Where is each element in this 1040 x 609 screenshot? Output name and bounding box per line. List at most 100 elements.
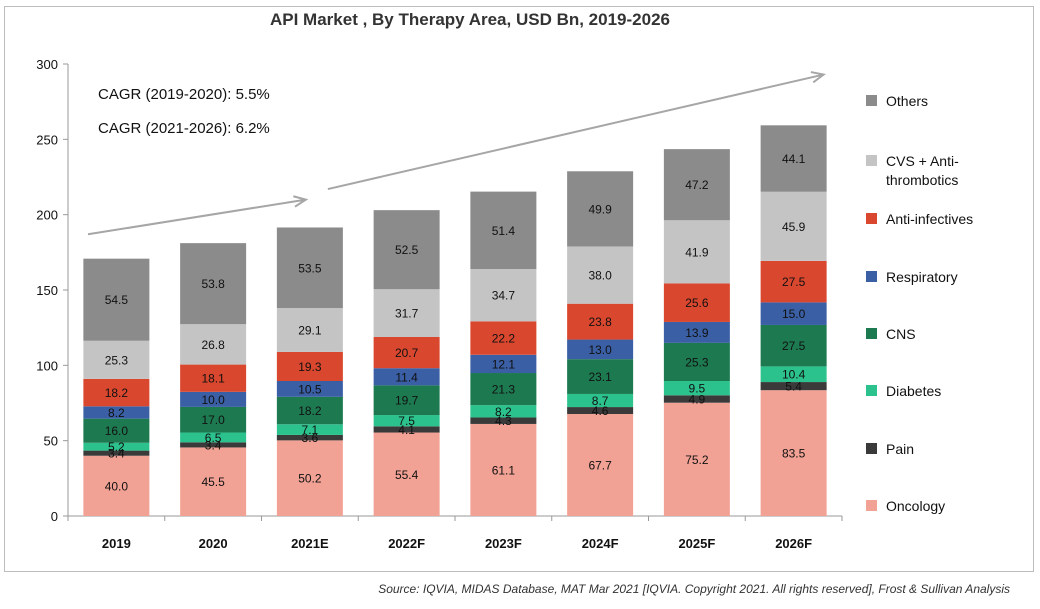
bar-segment xyxy=(373,415,440,427)
data-label: 18.2 xyxy=(298,404,322,418)
bar-segment xyxy=(373,385,440,416)
data-label: 52.5 xyxy=(395,243,419,257)
data-label: 19.7 xyxy=(395,394,419,408)
data-label: 13.0 xyxy=(588,343,612,357)
bar-segment xyxy=(567,339,634,360)
data-label: 9.5 xyxy=(689,382,706,396)
legend-item: Diabetes xyxy=(866,382,941,401)
bar-segment xyxy=(663,283,730,322)
legend-swatch xyxy=(866,155,877,166)
data-label: 40.0 xyxy=(105,479,129,493)
bar-segment xyxy=(663,395,730,403)
bar-segment xyxy=(180,432,247,443)
bar-segment xyxy=(567,303,634,340)
data-label: 19.3 xyxy=(298,360,322,374)
x-tick-label: 2021E xyxy=(291,536,329,551)
bar-segment xyxy=(276,424,343,435)
data-label: 47.2 xyxy=(685,178,709,192)
bar-segment xyxy=(470,321,537,355)
data-label: 55.4 xyxy=(395,468,419,482)
x-tick-label: 2019 xyxy=(102,536,131,551)
legend-item: Others xyxy=(866,92,928,111)
legend-swatch xyxy=(866,95,877,106)
bar-segment xyxy=(663,321,730,343)
bar-segment xyxy=(83,442,150,451)
bar-segment xyxy=(180,243,247,325)
cagr-annotation-2019-2020: CAGR (2019-2020): 5.5% xyxy=(98,86,270,103)
trend-arrow-2021-2026 xyxy=(327,73,824,191)
data-label: 8.2 xyxy=(108,406,125,420)
bar-segment xyxy=(663,342,730,382)
data-label: 53.5 xyxy=(298,261,322,275)
data-label: 67.7 xyxy=(588,458,612,472)
data-label: 7.1 xyxy=(302,423,319,437)
data-label: 61.1 xyxy=(492,463,516,477)
data-label: 4.6 xyxy=(592,404,609,418)
data-label: 8.7 xyxy=(592,394,609,408)
bar-segment xyxy=(373,426,440,433)
legend-item: CNS xyxy=(866,325,916,344)
bar-segment xyxy=(567,407,634,414)
bar-segment xyxy=(276,434,343,441)
data-label: 23.1 xyxy=(588,370,612,384)
y-tick-label: 300 xyxy=(36,57,58,72)
legend-swatch xyxy=(866,271,877,282)
data-label: 25.6 xyxy=(685,296,709,310)
y-tick-label: 0 xyxy=(51,509,58,524)
data-label: 45.9 xyxy=(782,220,806,234)
bar-segment xyxy=(180,406,247,433)
data-label: 49.9 xyxy=(588,202,612,216)
data-label: 18.1 xyxy=(201,372,225,386)
data-label: 75.2 xyxy=(685,453,709,467)
data-label: 10.4 xyxy=(782,368,806,382)
bar-segment xyxy=(276,227,343,309)
data-label: 26.8 xyxy=(201,338,225,352)
x-tick-label: 2024F xyxy=(582,536,619,551)
bar-segment xyxy=(180,391,247,407)
bar-segment xyxy=(567,413,634,516)
bar-segment xyxy=(567,246,634,304)
bar-segment xyxy=(663,149,730,221)
bar-segment xyxy=(276,381,343,397)
data-label: 44.1 xyxy=(782,152,806,166)
data-label: 41.9 xyxy=(685,245,709,259)
legend-swatch xyxy=(866,443,877,454)
trend-arrow-2019-2021-head xyxy=(293,195,309,208)
data-label: 3.4 xyxy=(108,447,125,461)
bar-segment xyxy=(276,351,343,382)
bar-segment xyxy=(663,402,730,516)
bar-segment xyxy=(276,440,343,516)
bar-segment xyxy=(180,364,247,392)
bar-segment xyxy=(567,171,634,247)
legend-item: Anti-infectives xyxy=(866,210,973,229)
data-label: 20.7 xyxy=(395,346,419,360)
cagr-annotation-2021-2026: CAGR (2021-2026): 6.2% xyxy=(98,120,270,137)
legend-label: Pain xyxy=(886,441,915,457)
data-label: 34.7 xyxy=(492,289,516,303)
trend-arrow-2019-2021 xyxy=(87,198,307,236)
bar-segment xyxy=(567,359,634,394)
data-label: 23.8 xyxy=(588,315,612,329)
data-label: 29.1 xyxy=(298,324,322,338)
bar-segment xyxy=(470,269,537,322)
data-label: 25.3 xyxy=(105,353,129,367)
data-label: 45.5 xyxy=(201,475,225,489)
data-label: 10.5 xyxy=(298,382,322,396)
data-label: 27.5 xyxy=(782,339,806,353)
bar-segment xyxy=(83,340,150,379)
segment-labels: 40.03.45.216.08.218.225.354.545.53.46.51… xyxy=(105,152,806,493)
data-label: 15.0 xyxy=(782,307,806,321)
data-label: 27.5 xyxy=(782,275,806,289)
legend-item: CVS + Anti-thrombotics xyxy=(866,152,959,190)
bar-segment xyxy=(760,191,827,261)
bar-segment xyxy=(180,447,247,516)
bar-segment xyxy=(470,423,537,516)
bar-segment xyxy=(373,289,440,338)
data-label: 7.5 xyxy=(398,414,415,428)
legend-swatch xyxy=(866,385,877,396)
bar-segment xyxy=(760,390,827,516)
legend-label: Diabetes xyxy=(886,383,942,399)
bar-segment xyxy=(180,442,247,448)
data-label: 21.3 xyxy=(492,383,516,397)
trend-arrow-2021-2026-head xyxy=(810,71,827,84)
